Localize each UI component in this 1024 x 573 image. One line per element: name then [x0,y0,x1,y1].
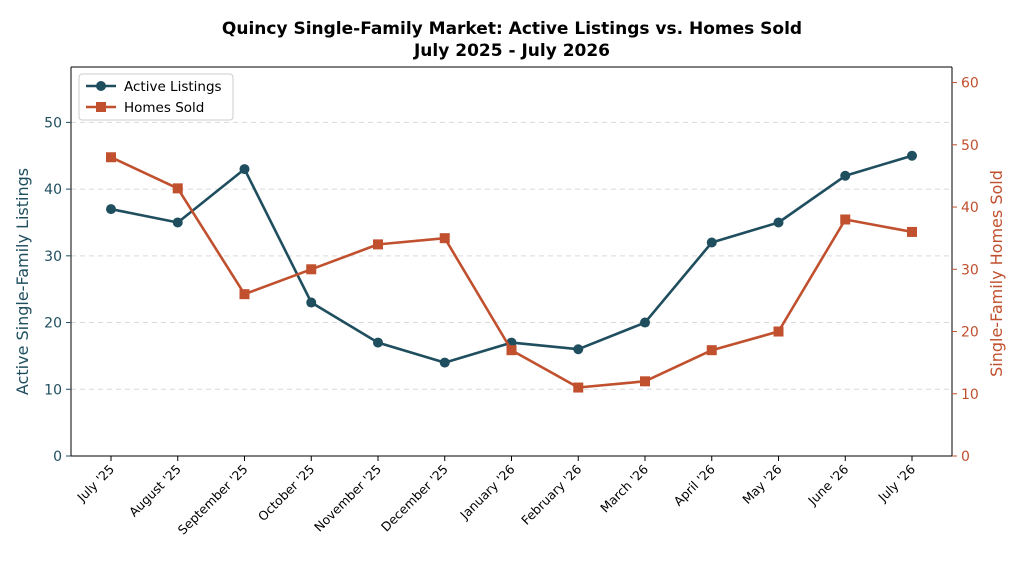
data-point [773,217,784,228]
x-tick-label: December '25 [378,462,451,535]
x-tick-label: April '26 [671,461,718,508]
chart-subtitle: July 2025 - July 2026 [413,41,610,61]
x-tick-label: March '26 [597,461,651,515]
x-tick-label: January '26 [456,461,517,522]
data-point [773,326,784,337]
series-line [110,154,913,364]
data-point [706,237,717,248]
data-point [172,183,183,194]
data-point [640,317,650,328]
data-point [306,297,317,308]
data-point [506,345,517,356]
data-point [573,344,584,355]
y-right-tick-label: 60 [961,76,979,92]
y-left-tick-label: 0 [53,449,62,465]
x-tick-label: July '26 [874,461,918,505]
data-point [239,164,250,175]
data-point [373,239,383,250]
y-axis-right-label: Single-Family Homes Sold [987,170,1006,377]
y-left-tick-label: 30 [44,249,62,265]
data-point [106,152,116,163]
y-left-tick-label: 50 [44,115,62,131]
series-active-listings [106,150,917,368]
x-tick-label: September '25 [175,462,251,538]
y-right-tick-label: 0 [961,449,970,465]
y-axis-left-label: Active Single-Family Listings [13,168,32,395]
data-point [239,289,250,300]
legend-marker [96,102,106,112]
x-tick-label: October '25 [255,462,317,524]
data-point [573,382,584,393]
legend-marker [96,81,106,91]
data-point [306,264,317,275]
x-tick-label: February '26 [518,461,584,527]
x-tick-label: November '25 [311,462,384,535]
tick-labels: 0 10 20 30 40 50 0 10 20 30 40 50 60 July '25 August '… [44,76,979,538]
data-point [706,345,717,356]
data-series [106,150,917,393]
legend-label: Homes Sold [124,100,204,116]
data-point [439,233,450,244]
y-right-tick-label: 30 [961,262,979,278]
data-point [373,337,383,348]
data-point [106,204,116,215]
legend: Active Listings Homes Sold [78,73,234,121]
data-point [907,150,917,161]
y-left-tick-label: 40 [44,182,62,198]
series-homes-sold [106,152,917,393]
data-point [907,226,917,237]
legend-box [78,73,234,121]
x-tick-label: June '26 [804,461,851,508]
y-right-tick-label: 20 [961,325,979,341]
x-tick-label: July '25 [73,462,117,506]
chart-title: Quincy Single-Family Market: Active List… [222,19,802,39]
data-point [439,357,450,368]
y-right-tick-label: 50 [961,138,979,154]
data-point [840,214,851,225]
legend-label: Active Listings [124,79,222,95]
y-left-tick-label: 10 [44,382,62,398]
x-tick-label: August '25 [126,462,184,520]
data-point [840,170,851,181]
y-right-tick-label: 10 [961,387,979,403]
y-right-tick-label: 40 [961,200,979,216]
x-tick-label: May '26 [739,461,784,506]
data-point [172,217,183,228]
y-left-tick-label: 20 [44,316,62,332]
data-point [640,376,650,387]
